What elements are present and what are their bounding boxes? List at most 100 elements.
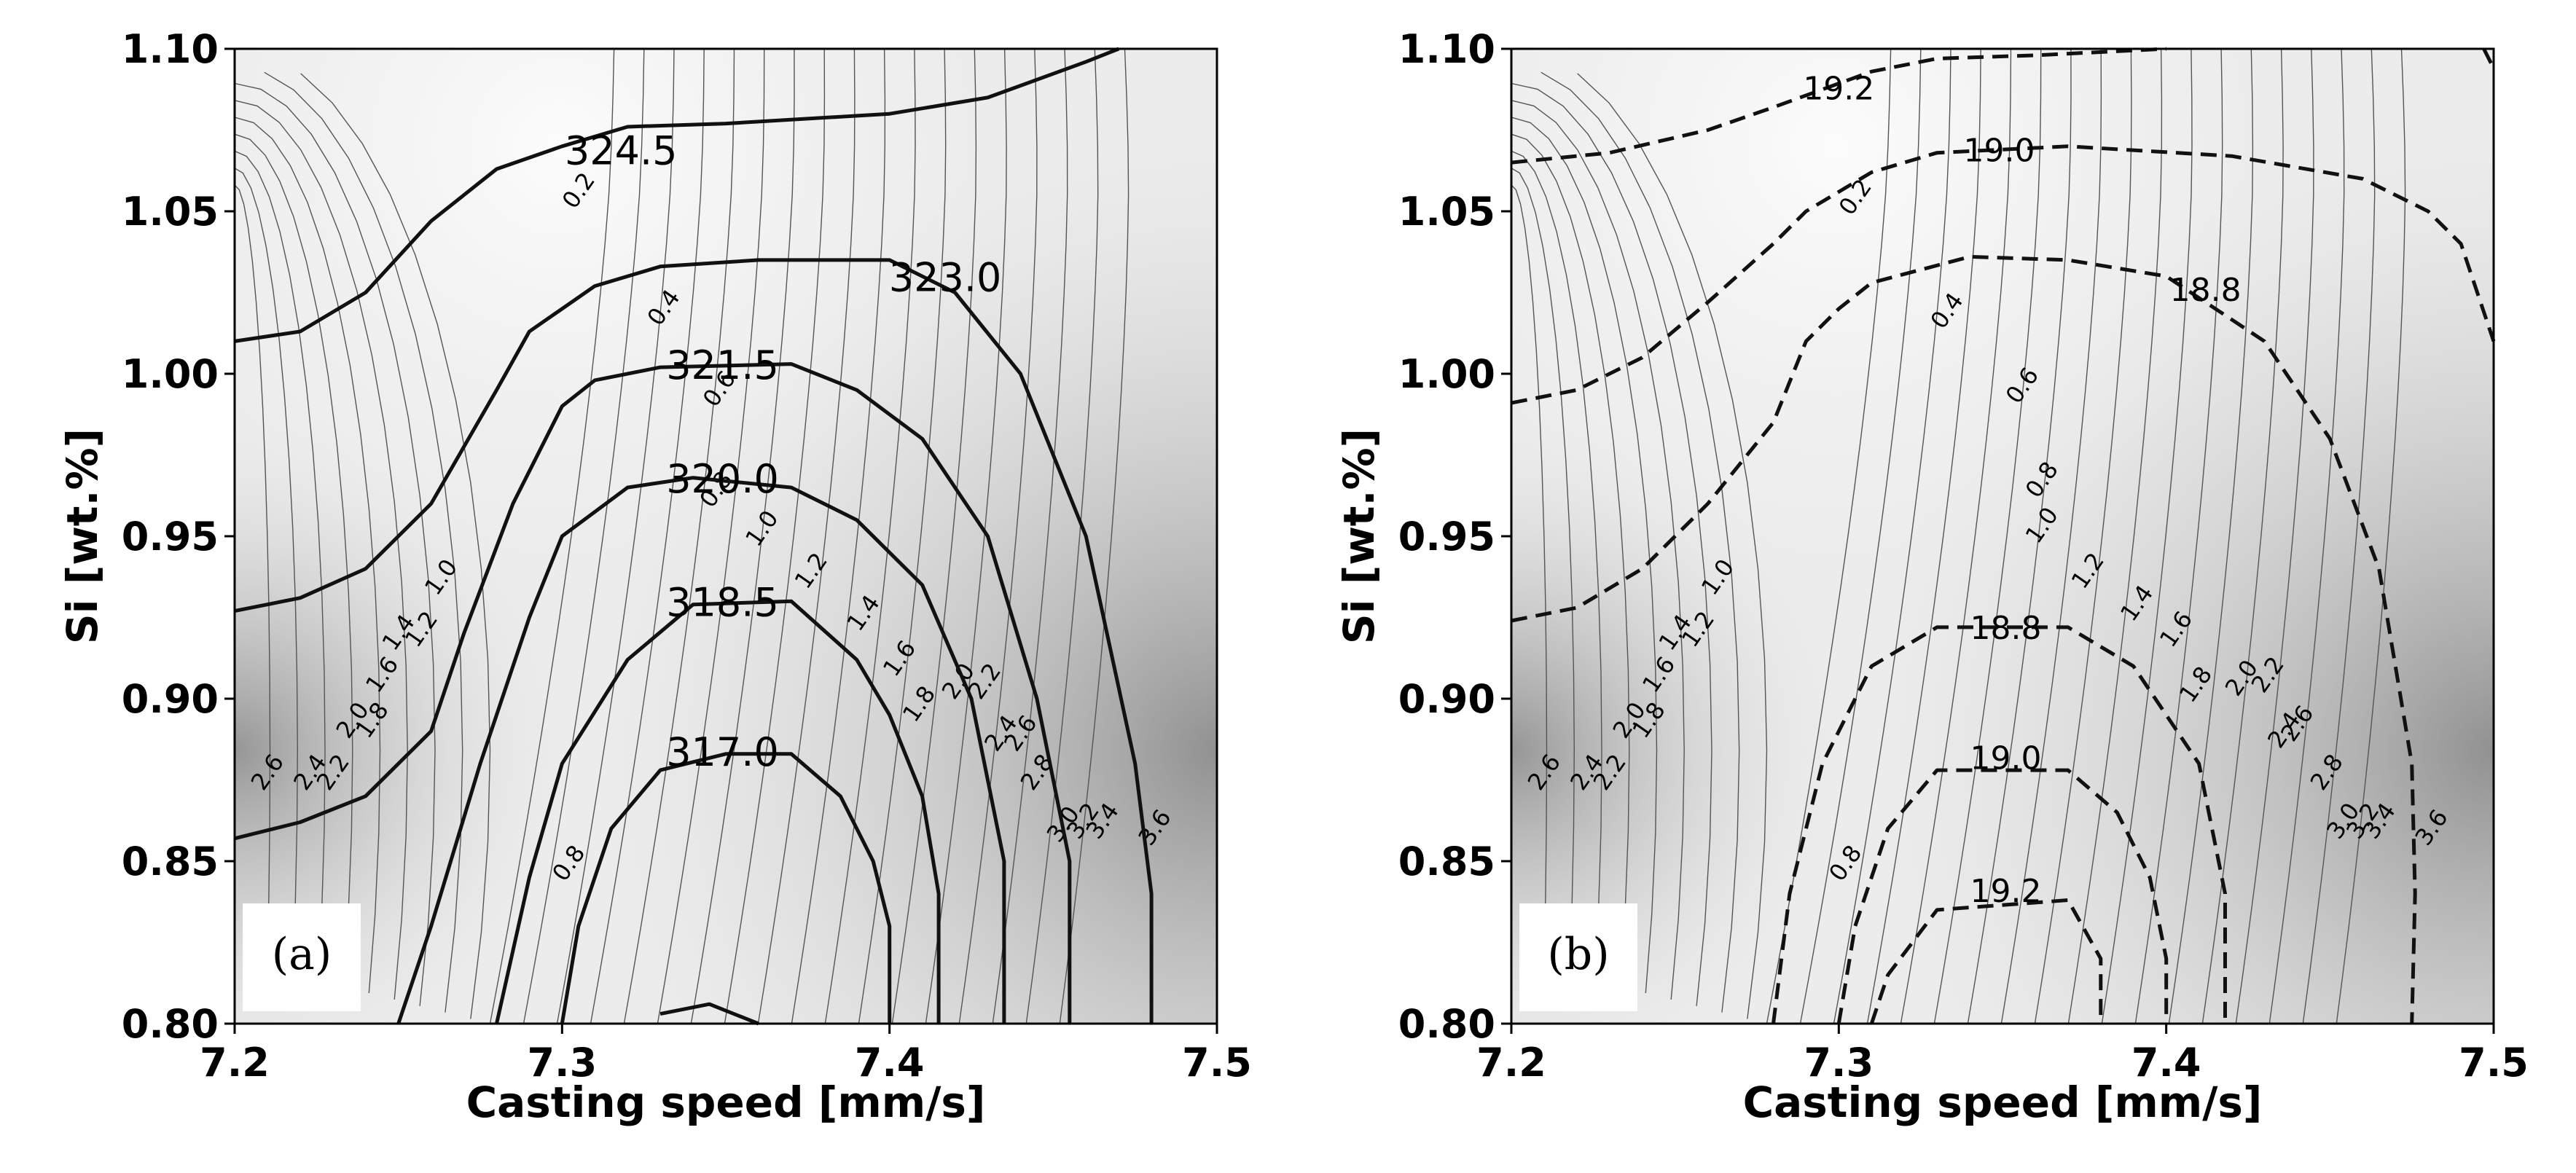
background-contour-right bbox=[2235, 48, 2314, 1024]
background-contour-left bbox=[234, 117, 381, 994]
overlay-contour-label: 324.5 bbox=[565, 128, 678, 174]
background-contour-right bbox=[791, 48, 886, 1024]
y-tick-label: 1.05 bbox=[1398, 189, 1495, 235]
background-contour-right bbox=[1833, 48, 1951, 1024]
panel-label-box: (a) bbox=[243, 903, 361, 1011]
background-contour-left bbox=[1511, 82, 1712, 1006]
x-tick-label: 7.2 bbox=[200, 1040, 270, 1086]
overlay-contour-line bbox=[1836, 768, 2169, 1024]
background-contour-left bbox=[264, 71, 463, 1013]
panel-label: (b) bbox=[1547, 929, 1609, 980]
background-contour-right bbox=[1933, 48, 2042, 1024]
y-tick-label: 0.80 bbox=[122, 1001, 219, 1047]
y-tick-label: 1.05 bbox=[122, 189, 219, 235]
background-contour-right bbox=[1967, 48, 2072, 1024]
x-tick-label: 7.4 bbox=[2131, 1040, 2201, 1086]
background-contour-right bbox=[1799, 48, 1922, 1024]
y-axis-label: Si [wt.%] bbox=[58, 428, 107, 644]
y-axis-ticks: 0.80 0.85 0.90 0.95 1.00 1.05 1.10 bbox=[1398, 26, 1511, 1047]
background-contour-left bbox=[1511, 150, 1602, 981]
background-contour-left bbox=[1511, 133, 1630, 987]
x-axis-label: Casting speed [mm/s] bbox=[466, 1078, 986, 1127]
background-contour-right bbox=[1025, 48, 1099, 1024]
background-contour-right bbox=[690, 48, 795, 1024]
background-contour-right bbox=[657, 48, 765, 1024]
overlay-contour-label: 318.5 bbox=[666, 580, 779, 626]
background-contour-right bbox=[489, 48, 615, 1024]
y-axis-ticks: 0.80 0.85 0.90 0.95 1.00 1.05 1.10 bbox=[122, 26, 235, 1047]
overlay-contour-line bbox=[396, 476, 1006, 1024]
overlay-contour-label: 18.8 bbox=[2170, 272, 2242, 309]
x-tick-label: 7.5 bbox=[2459, 1040, 2529, 1086]
overlay-contour-line bbox=[1511, 47, 2166, 165]
y-tick-label: 1.10 bbox=[1398, 26, 1495, 72]
background-contour-left bbox=[300, 73, 491, 1019]
background-contour-right bbox=[824, 48, 916, 1024]
background-contour-left bbox=[234, 168, 299, 974]
panel-a: 0.20.40.60.81.01.21.41.61.82.02.22.42.62… bbox=[58, 26, 1252, 1127]
background-contour-right bbox=[556, 48, 675, 1024]
background-contour-right bbox=[2268, 48, 2345, 1024]
y-tick-label: 0.85 bbox=[1398, 839, 1495, 884]
background-contour-left bbox=[1511, 168, 1575, 974]
background-contour-right bbox=[2168, 48, 2254, 1024]
x-tick-label: 7.5 bbox=[1182, 1040, 1252, 1086]
overlay-contour-label: 320.0 bbox=[666, 456, 779, 502]
y-tick-label: 0.85 bbox=[122, 839, 219, 884]
background-contour-left bbox=[1511, 184, 1548, 968]
background-contour-right bbox=[2067, 48, 2163, 1024]
y-tick-label: 0.90 bbox=[122, 676, 219, 722]
overlay-contour-label: 19.0 bbox=[1964, 132, 2035, 169]
y-tick-label: 0.95 bbox=[1398, 514, 1495, 560]
overlay-contour-label: 18.8 bbox=[1970, 610, 2042, 647]
background-contour-left bbox=[1511, 100, 1685, 1000]
y-tick-label: 1.10 bbox=[122, 26, 219, 72]
background-contour-right bbox=[858, 48, 947, 1024]
overlay-contour-label: 317.0 bbox=[666, 729, 779, 775]
overlay-contour-line bbox=[234, 362, 1072, 1024]
y-axis-label: Si [wt.%] bbox=[1334, 428, 1384, 644]
overlay-contour-lines bbox=[234, 47, 1154, 1026]
x-axis-ticks: 7.2 7.3 7.4 7.5 bbox=[1476, 1024, 2529, 1086]
y-tick-label: 1.00 bbox=[122, 351, 219, 397]
overlay-contour-line bbox=[234, 47, 1120, 343]
background-contour-left bbox=[234, 100, 408, 1000]
overlay-contour-labels: 19.2 19.0 18.8 18.8 19.0 19.2 bbox=[1803, 71, 2242, 911]
x-tick-label: 7.3 bbox=[527, 1040, 597, 1086]
background-contour-right bbox=[958, 48, 1038, 1024]
y-tick-label: 0.95 bbox=[122, 514, 219, 560]
background-contour-right bbox=[2101, 48, 2193, 1024]
x-tick-label: 7.4 bbox=[855, 1040, 925, 1086]
overlay-contour-line bbox=[659, 1002, 759, 1026]
overlay-contour-label: 19.0 bbox=[1970, 740, 2042, 777]
background-contour-right bbox=[2336, 48, 2406, 1024]
overlay-contour-lines bbox=[1511, 47, 2496, 1024]
background-contour-left bbox=[234, 82, 436, 1006]
overlay-contour-label: 19.2 bbox=[1803, 71, 1874, 108]
background-contour-left bbox=[234, 150, 326, 981]
background-contour-lines bbox=[234, 48, 1130, 1024]
background-contour-right bbox=[623, 48, 735, 1024]
background-contour-right bbox=[891, 48, 977, 1024]
overlay-contour-labels: 324.5 323.0 321.5 320.0 318.5 317.0 bbox=[565, 128, 1001, 775]
background-contour-right bbox=[1059, 48, 1130, 1024]
background-contour-lines bbox=[1511, 48, 2406, 1024]
background-contour-right bbox=[2134, 48, 2223, 1024]
background-contour-left bbox=[1577, 73, 1768, 1019]
x-tick-label: 7.3 bbox=[1804, 1040, 1874, 1086]
background-contour-right bbox=[522, 48, 645, 1024]
x-axis-ticks: 7.2 7.3 7.4 7.5 bbox=[200, 1024, 1252, 1086]
overlay-contour-line bbox=[1511, 144, 2496, 405]
y-tick-label: 1.00 bbox=[1398, 351, 1495, 397]
background-contour-right bbox=[992, 48, 1068, 1024]
overlay-contour-line bbox=[560, 752, 892, 1024]
background-contour-right bbox=[2000, 48, 2102, 1024]
overlay-contour-line bbox=[1511, 254, 2417, 1024]
background-contour-right bbox=[1866, 48, 1981, 1024]
x-tick-label: 7.2 bbox=[1476, 1040, 1546, 1086]
x-axis-label: Casting speed [mm/s] bbox=[1743, 1078, 2263, 1127]
plot-background bbox=[235, 49, 1217, 1024]
background-contour-right bbox=[2302, 48, 2376, 1024]
overlay-contour-label: 321.5 bbox=[666, 342, 779, 388]
